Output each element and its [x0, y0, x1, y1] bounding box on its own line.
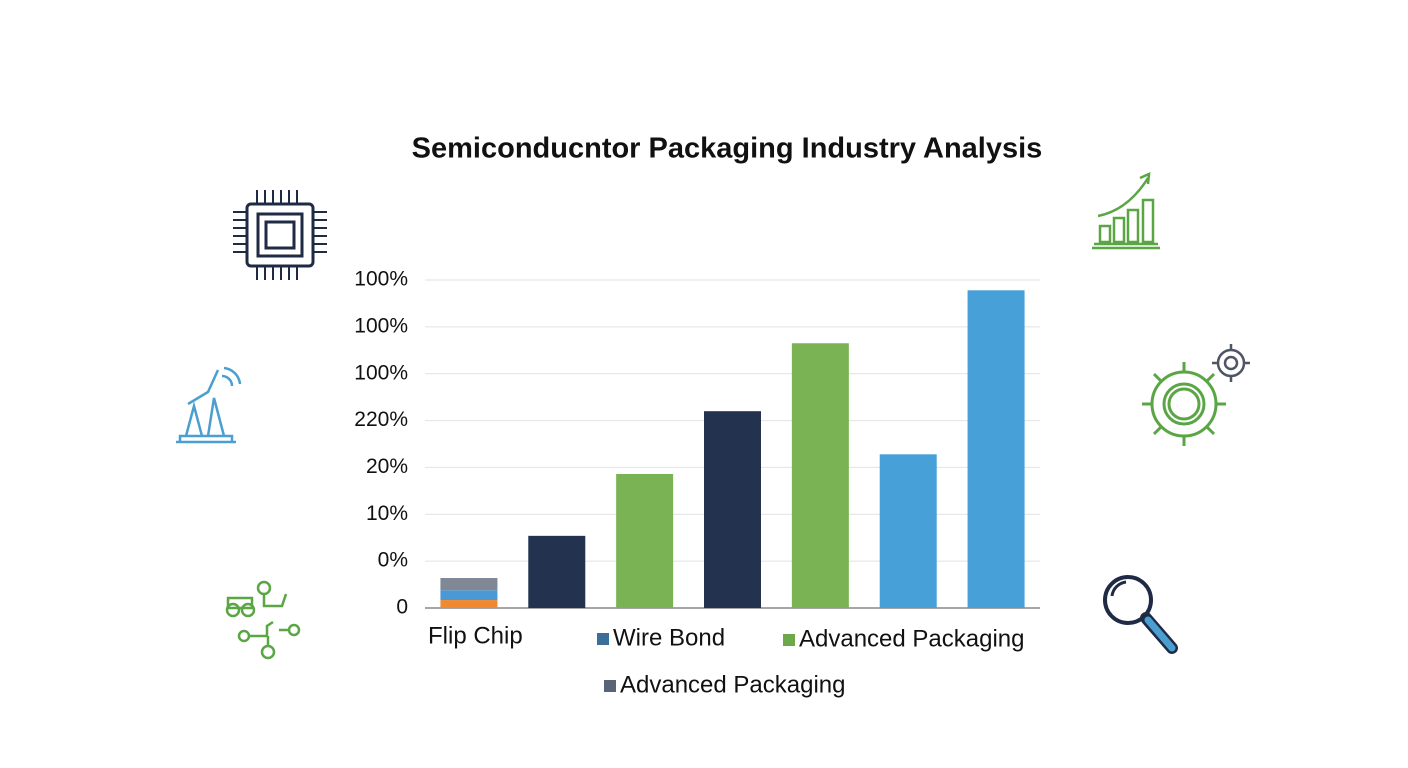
growth-icon	[1092, 171, 1160, 250]
bar	[440, 600, 498, 608]
y-tick-label: 220%	[354, 408, 408, 431]
y-tick-label: 100%	[354, 314, 408, 337]
bar	[616, 473, 674, 608]
y-tick-label: 10%	[366, 502, 408, 525]
y-tick-label: 20%	[366, 455, 408, 478]
bar	[967, 290, 1025, 608]
y-tick-label: 100%	[354, 361, 408, 384]
legend-label: Wire Bond	[613, 624, 725, 651]
small-gear-icon	[1212, 344, 1250, 382]
bar	[440, 578, 498, 591]
circuit-icon	[225, 580, 301, 660]
decorative-icons	[176, 171, 1250, 660]
bar	[440, 590, 498, 601]
legend-marker	[783, 634, 795, 646]
bar	[528, 535, 586, 608]
bar	[704, 411, 761, 608]
y-tick-label: 0%	[378, 549, 408, 572]
bar	[879, 454, 937, 608]
x-tick-label: Flip Chip	[428, 622, 523, 649]
y-tick-label: 100%	[354, 268, 408, 291]
legend-marker	[604, 680, 616, 692]
factory-icon	[176, 366, 242, 444]
chip-icon	[233, 190, 327, 280]
y-tick-label: 0	[396, 596, 408, 619]
magnifier-icon	[1103, 575, 1178, 654]
chart-title: Semiconducntor Packaging Industry Analys…	[412, 133, 1043, 165]
legend-marker	[597, 633, 609, 645]
gear-icon	[1142, 362, 1226, 446]
bar	[791, 343, 849, 608]
legend-label: Advanced Packaging	[799, 625, 1025, 652]
legend-label: Advanced Packaging	[620, 671, 846, 698]
